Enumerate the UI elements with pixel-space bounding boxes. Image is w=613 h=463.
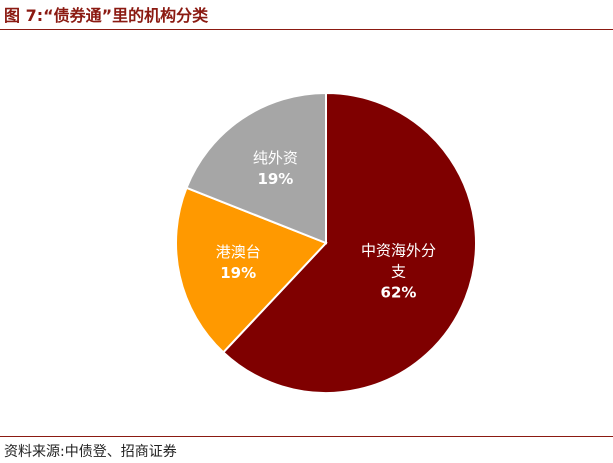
slice-label: 中资海外分 [361,242,436,260]
slice-label: 纯外资 [253,149,298,167]
slice-value-label: 62% [381,284,417,302]
pie-slices [175,91,477,394]
slice-label: 港澳台 [216,243,261,261]
pie-slice [221,91,477,394]
slice-value-label: 19% [220,264,256,282]
source-divider [0,436,613,437]
pie-slice [185,91,327,245]
title-divider [0,29,613,30]
slice-label: 支 [391,263,406,281]
slice-value-label: 19% [257,170,293,188]
source-note: 资料来源:中债登、招商证券 [4,444,177,460]
figure-title: 图 7:“债券通”里的机构分类 [4,6,209,25]
